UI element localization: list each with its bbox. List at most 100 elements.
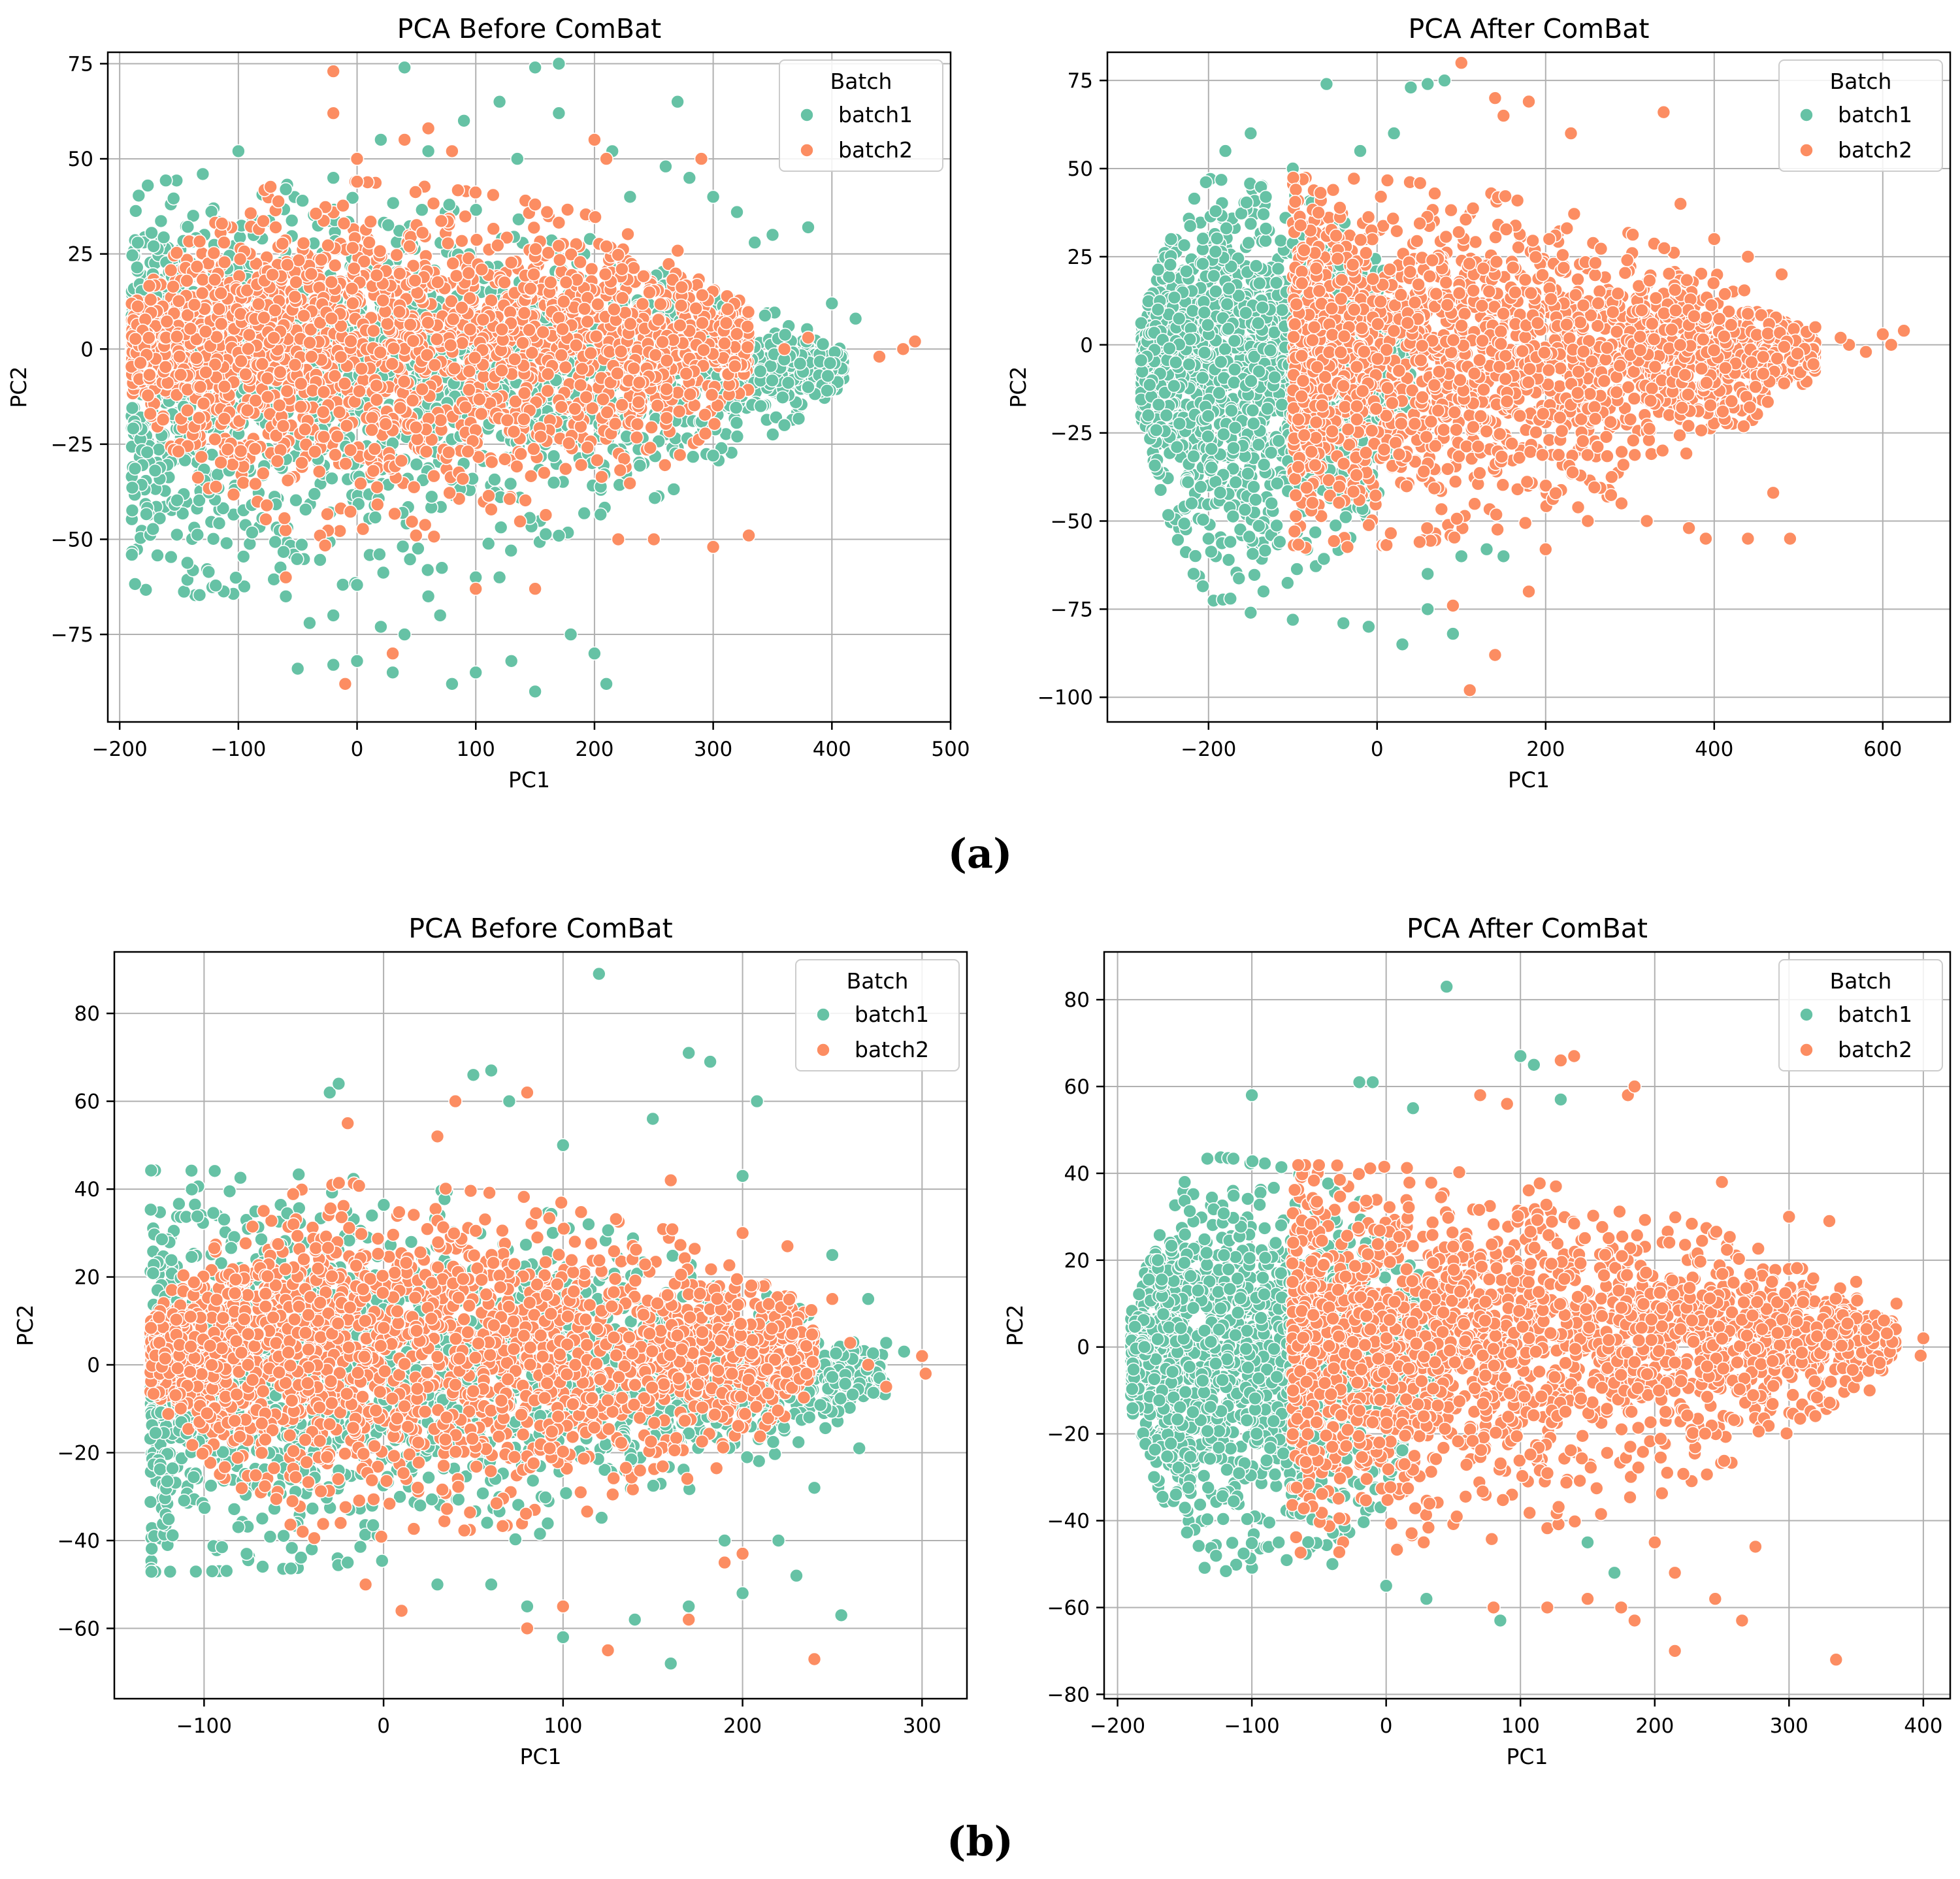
scatter-point-batch2 (523, 468, 538, 483)
scatter-point-batch2 (240, 342, 255, 356)
scatter-point-batch2 (522, 323, 536, 337)
scatter-point-batch2 (455, 472, 470, 486)
scatter-point-batch2 (672, 448, 687, 463)
scatter-point-batch2 (443, 338, 458, 353)
scatter-point-batch2 (280, 384, 295, 399)
y-tick-label: −75 (51, 623, 93, 647)
scatter-point-batch1 (139, 582, 154, 597)
x-tick-label: 100 (457, 738, 495, 761)
scatter-point-batch2 (698, 407, 712, 422)
scatter-point-batch2 (442, 485, 457, 500)
scatter-point-batch2 (674, 280, 689, 295)
scatter-point-batch2 (332, 405, 347, 419)
scatter-point-batch2 (280, 257, 295, 272)
scatter-point-batch2 (653, 297, 668, 312)
scatter-point-batch1 (632, 458, 647, 473)
scatter-point-batch2 (613, 344, 629, 359)
scatter-point-batch2 (631, 395, 646, 410)
scatter-point-batch1 (433, 608, 448, 623)
scatter-point-batch2 (507, 352, 522, 367)
scatter-point-batch2 (233, 444, 248, 459)
scatter-point-batch2 (596, 392, 610, 407)
y-tick-label: −25 (51, 433, 93, 457)
series-batch2 (124, 64, 923, 691)
scatter-point-batch2 (561, 436, 576, 451)
scatter-point-batch2 (446, 312, 461, 327)
scatter-point-batch2 (651, 312, 666, 327)
scatter-point-batch2 (455, 336, 470, 350)
scatter-point-batch1 (1196, 512, 1211, 527)
scatter-point-batch2 (461, 444, 476, 459)
scatter-point-batch2 (659, 353, 674, 368)
scatter-point-batch1 (776, 390, 790, 405)
scatter-point-batch2 (199, 365, 213, 380)
scatter-point-batch1 (125, 503, 140, 518)
chart-a-left: −200 −100 0 100 200 300 400 500−75−50−250255075… (6, 13, 970, 792)
scatter-point-batch2 (248, 442, 263, 456)
scatter-point-batch2 (337, 376, 352, 391)
scatter-point-batch2 (615, 291, 630, 305)
scatter-point-batch2 (318, 538, 333, 553)
scatter-point-batch2 (872, 350, 887, 364)
scatter-point-batch2 (554, 400, 569, 414)
scatter-point-batch1 (374, 619, 388, 634)
scatter-point-batch2 (419, 444, 434, 459)
scatter-point-batch2 (554, 348, 569, 363)
scatter-point-batch2 (497, 275, 512, 290)
scatter-point-batch2 (243, 206, 258, 221)
scatter-point-batch2 (128, 331, 143, 346)
scatter-point-batch1 (823, 355, 838, 370)
legend-title: Batch (830, 69, 892, 94)
scatter-point-batch2 (166, 279, 180, 294)
scatter-point-batch1 (706, 448, 721, 463)
scatter-point-batch2 (278, 523, 293, 538)
scatter-point-batch2 (339, 418, 354, 433)
scatter-point-batch1 (127, 577, 142, 591)
scatter-point-batch1 (1247, 568, 1262, 582)
scatter-point-batch2 (484, 455, 499, 470)
x-axis-label: PC1 (508, 767, 550, 792)
scatter-point-batch1 (131, 188, 146, 203)
scatter-point-batch1 (295, 193, 310, 208)
scatter-point-batch2 (406, 480, 421, 495)
scatter-point-batch2 (226, 487, 241, 502)
scatter-point-batch2 (392, 304, 407, 319)
scatter-point-batch1 (131, 235, 145, 250)
scatter-point-batch1 (130, 260, 144, 275)
scatter-point-batch1 (278, 589, 293, 604)
scatter-point-batch2 (643, 440, 658, 455)
scatter-point-batch2 (321, 238, 335, 253)
scatter-point-batch2 (326, 106, 341, 120)
scatter-point-batch2 (272, 365, 287, 380)
x-tick-label: 400 (813, 738, 851, 761)
scatter-point-batch2 (369, 268, 384, 283)
scatter-point-batch2 (579, 390, 594, 404)
scatter-point-batch2 (355, 521, 370, 536)
scatter-point-batch2 (659, 382, 674, 397)
scatter-point-batch2 (366, 463, 381, 478)
scatter-point-batch1 (208, 578, 223, 593)
scatter-point-batch2 (611, 532, 626, 547)
y-tick-label: 0 (80, 338, 93, 361)
scatter-point-batch1 (126, 421, 140, 436)
scatter-point-batch2 (584, 261, 599, 276)
scatter-point-batch2 (500, 413, 515, 428)
scatter-point-batch1 (127, 461, 142, 476)
scatter-point-batch2 (394, 453, 409, 468)
x-tick-label: 500 (931, 738, 970, 761)
scatter-point-batch1 (267, 572, 282, 587)
scatter-point-batch1 (593, 507, 608, 522)
scatter-point-batch2 (207, 272, 222, 287)
x-tick-label: 300 (694, 738, 732, 761)
scatter-point-batch1 (421, 589, 436, 604)
scatter-point-batch1 (395, 539, 410, 554)
scatter-point-batch2 (402, 239, 417, 253)
scatter-point-batch2 (397, 133, 412, 147)
scatter-point-batch2 (324, 311, 339, 326)
scatter-point-batch1 (368, 510, 383, 525)
scatter-point-batch2 (195, 272, 210, 287)
scatter-point-batch2 (380, 316, 395, 331)
scatter-point-batch2 (434, 214, 449, 229)
scatter-point-batch2 (623, 476, 637, 491)
scatter-point-batch2 (333, 523, 348, 538)
